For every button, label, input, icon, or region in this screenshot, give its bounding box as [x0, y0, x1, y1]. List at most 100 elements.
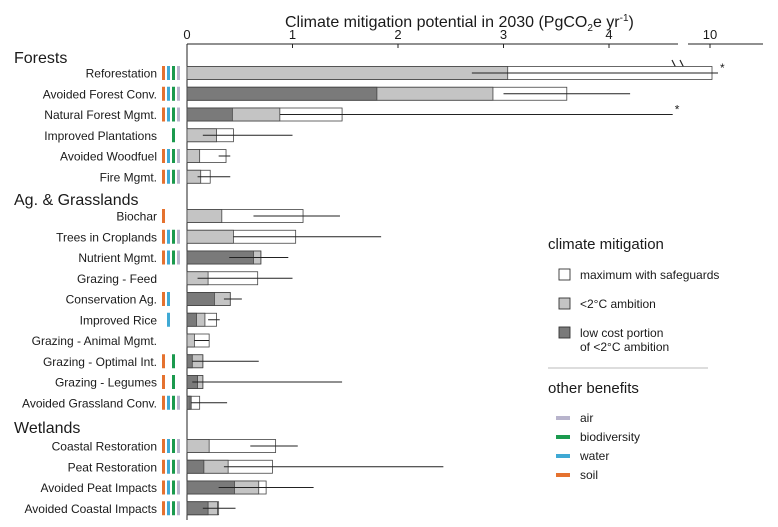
benefit-marker-soil: [162, 149, 165, 163]
bar-low-cost: [186, 312, 197, 327]
chart-row: Grazing - Animal Mgmt.: [32, 333, 210, 348]
legend-label: of <2°C ambition: [580, 340, 669, 354]
legend-benefit-label: biodiversity: [580, 430, 640, 444]
chart-row: Grazing - Feed: [77, 271, 293, 286]
benefit-marker-water: [167, 459, 170, 474]
chart-rows: Reforestation * Avoided Forest Conv. Natura…: [22, 61, 725, 516]
legend-benefit-label: water: [579, 449, 609, 463]
benefit-marker-biodiversity: [172, 149, 175, 163]
row-label: Improved Rice: [80, 313, 158, 327]
benefit-marker-water: [167, 312, 170, 327]
title-main: Climate mitigation potential in 2030 (Pg…: [285, 14, 587, 31]
benefit-marker-biodiversity: [172, 86, 175, 101]
bar-low-cost: [186, 395, 191, 410]
benefit-marker-biodiversity: [172, 107, 175, 122]
benefit-marker-water: [167, 292, 170, 306]
chart-row: Avoided Grassland Conv.: [22, 395, 228, 410]
benefit-marker-soil: [162, 459, 165, 474]
benefit-marker-water: [167, 395, 170, 410]
row-label: Grazing - Optimal Int.: [43, 355, 157, 369]
benefit-marker-water: [167, 439, 170, 453]
bar-low-cost: [186, 292, 215, 306]
legend-mitigation-title: climate mitigation: [548, 236, 664, 253]
row-label: Avoided Forest Conv.: [43, 87, 157, 101]
x-tick-label: 3: [500, 27, 507, 42]
legend-benefit-label: soil: [580, 468, 598, 482]
benefit-marker-biodiversity: [172, 395, 175, 410]
row-label: Grazing - Legumes: [55, 376, 157, 390]
row-label: Peat Restoration: [68, 460, 157, 474]
benefit-marker-water: [167, 149, 170, 163]
chart-row: Coastal Restoration: [52, 439, 298, 454]
star-marker: *: [675, 103, 680, 117]
title-subscript: 2: [587, 23, 593, 34]
chart-row: Improved Rice: [80, 312, 220, 327]
title-end: ): [629, 14, 634, 31]
bar-ambition: [186, 149, 201, 163]
benefit-marker-air: [177, 250, 180, 265]
chart-title-text: Climate mitigation potential in 2030 (Pg…: [285, 13, 634, 34]
benefit-marker-biodiversity: [172, 66, 175, 80]
chart-row: Avoided Forest Conv.: [43, 86, 631, 101]
star-marker: *: [720, 61, 725, 75]
benefit-marker-soil: [162, 439, 165, 453]
bar-low-cost: [186, 354, 193, 369]
bar-ambition: [186, 209, 223, 223]
legend-label: <2°C ambition: [580, 297, 656, 311]
chart-row: Nutrient Mgmt.: [78, 250, 289, 265]
benefit-marker-water: [167, 480, 170, 495]
benefit-marker-biodiversity: [172, 229, 175, 244]
benefit-marker-water: [167, 107, 170, 122]
legend-swatch-ambition: [558, 297, 571, 310]
chart-row: Improved Plantations: [44, 128, 293, 143]
row-label: Nutrient Mgmt.: [78, 251, 157, 265]
row-label: Reforestation: [86, 67, 157, 81]
bar-ambition: [186, 439, 210, 453]
benefit-marker-soil: [162, 501, 165, 516]
benefit-marker-air: [177, 66, 180, 80]
title-mid: e yr: [593, 14, 620, 31]
benefit-marker-biodiversity: [172, 354, 175, 369]
benefit-marker-biodiversity: [172, 169, 175, 184]
benefit-marker-air: [177, 459, 180, 474]
bar-low-cost: [186, 107, 233, 122]
legend-swatch-safeguard: [558, 268, 571, 281]
benefit-marker-air: [177, 229, 180, 244]
x-tick-label: 2: [394, 27, 401, 42]
chart-row: Peat Restoration: [68, 459, 444, 474]
chart-row: Avoided Woodfuel: [60, 149, 231, 164]
chart-row: Trees in Croplands: [56, 229, 382, 244]
chart-row: Natural Forest Mgmt. *: [44, 103, 679, 123]
row-label: Coastal Restoration: [52, 440, 157, 454]
benefit-marker-soil: [162, 354, 165, 369]
benefit-marker-soil: [162, 209, 165, 223]
benefit-marker-water: [167, 169, 170, 184]
benefit-marker-water: [167, 66, 170, 80]
legend-benefit-swatch-air: [556, 416, 570, 420]
bar-low-cost: [186, 459, 205, 474]
x-tick-label: 0: [183, 27, 190, 42]
bar-ambition: [186, 66, 509, 80]
benefit-marker-soil: [162, 229, 165, 244]
legend: climate mitigation maximum with safeguard…: [548, 236, 719, 482]
chart-row: Fire Mgmt.: [100, 169, 231, 184]
legend-benefit-swatch-soil: [556, 473, 570, 477]
benefit-marker-air: [177, 107, 180, 122]
x-tick-label: 1: [289, 27, 296, 42]
benefit-marker-biodiversity: [172, 375, 175, 389]
benefit-marker-water: [167, 501, 170, 516]
benefit-marker-biodiversity: [172, 128, 175, 143]
chart-row: Grazing - Legumes: [55, 375, 343, 390]
benefit-marker-air: [177, 86, 180, 101]
benefit-marker-soil: [162, 480, 165, 495]
benefit-marker-soil: [162, 86, 165, 101]
benefit-marker-soil: [162, 66, 165, 80]
chart-title: Climate mitigation potential in 2030 (Pg…: [285, 13, 634, 34]
row-label: Improved Plantations: [44, 129, 157, 143]
chart-row: Avoided Peat Impacts: [40, 480, 314, 495]
benefit-marker-air: [177, 501, 180, 516]
benefit-marker-soil: [162, 292, 165, 306]
benefit-marker-soil: [162, 169, 165, 184]
row-label: Avoided Woodfuel: [60, 150, 157, 164]
